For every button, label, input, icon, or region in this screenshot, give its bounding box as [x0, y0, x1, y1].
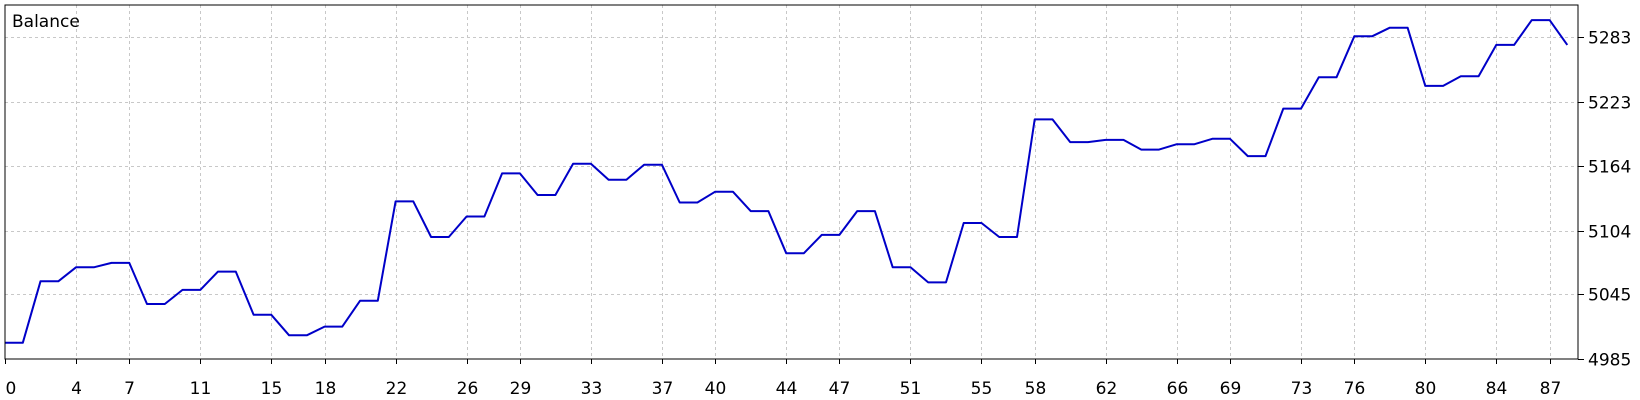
x-tick-label: 7 — [124, 379, 135, 399]
y-tick-label: 5164 — [1588, 158, 1631, 178]
x-tick-label: 26 — [457, 379, 479, 399]
x-tick-label: 33 — [581, 379, 603, 399]
x-tick-label: 69 — [1220, 379, 1242, 399]
x-tick-label: 44 — [776, 379, 798, 399]
x-tick-label: 80 — [1415, 379, 1437, 399]
x-tick-label: 15 — [261, 379, 283, 399]
x-tick-label: 0 — [6, 379, 17, 399]
grid-lines — [5, 5, 1578, 359]
chart-title: Balance — [12, 12, 80, 32]
x-tick-label: 84 — [1486, 379, 1508, 399]
y-tick-label: 5283 — [1588, 29, 1631, 49]
series-layer — [5, 19, 1569, 344]
y-tick-label: 5045 — [1588, 286, 1631, 306]
x-tick-label: 29 — [510, 379, 532, 399]
x-tick-label: 4 — [71, 379, 82, 399]
x-axis: 0 4 7 11 15 18 22 26 29 33 37 40 44 47 51 55 58 62 66 69 73 7… — [5, 359, 1562, 399]
x-tick-label: 62 — [1096, 379, 1118, 399]
x-tick-label: 51 — [900, 379, 922, 399]
x-tick-label: 40 — [705, 379, 727, 399]
x-tick-label: 55 — [971, 379, 993, 399]
x-tick-label: 47 — [829, 379, 851, 399]
balance-line — [5, 19, 1569, 344]
x-tick-label: 66 — [1167, 379, 1189, 399]
x-tick-label: 87 — [1540, 379, 1562, 399]
plot-frame — [4, 4, 1579, 360]
x-tick-label: 58 — [1025, 379, 1047, 399]
y-tick-label: 5104 — [1588, 223, 1631, 243]
y-tick-label: 5223 — [1588, 94, 1631, 114]
y-tick-label: 4985 — [1588, 351, 1631, 371]
x-tick-label: 76 — [1344, 379, 1366, 399]
x-tick-label: 18 — [315, 379, 337, 399]
x-tick-label: 22 — [386, 379, 408, 399]
x-tick-label: 73 — [1291, 379, 1313, 399]
y-axis: 4985 5045 5104 5164 5223 5283 — [1578, 29, 1631, 371]
x-tick-label: 37 — [652, 379, 674, 399]
x-tick-label: 11 — [190, 379, 212, 399]
